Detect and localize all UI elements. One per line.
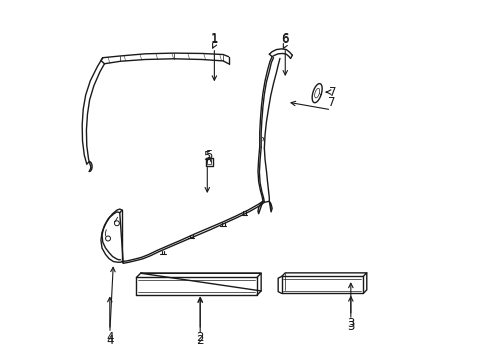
Text: 3: 3 bbox=[346, 317, 354, 330]
Text: 5: 5 bbox=[203, 150, 210, 163]
Text: 6: 6 bbox=[281, 32, 288, 45]
Text: 4: 4 bbox=[106, 331, 113, 344]
Text: 4: 4 bbox=[106, 334, 113, 347]
Text: 2: 2 bbox=[196, 331, 203, 344]
Text: 6: 6 bbox=[281, 33, 288, 46]
Text: 1: 1 bbox=[210, 33, 218, 46]
Text: 7: 7 bbox=[328, 86, 335, 99]
Text: 1: 1 bbox=[210, 32, 218, 45]
Text: 2: 2 bbox=[196, 334, 203, 347]
Text: 7: 7 bbox=[327, 95, 334, 108]
Text: 5: 5 bbox=[205, 149, 212, 162]
Text: 3: 3 bbox=[346, 320, 354, 333]
